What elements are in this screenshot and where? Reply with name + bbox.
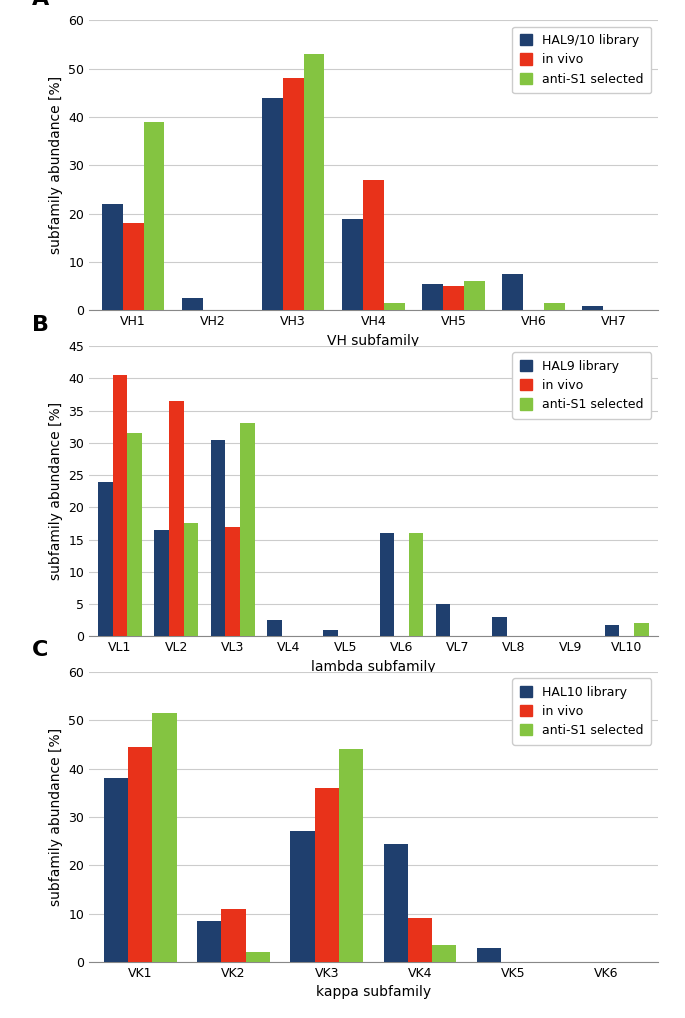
Bar [605, 625, 619, 636]
Bar [240, 423, 255, 636]
Bar [102, 205, 123, 310]
X-axis label: VH subfamily: VH subfamily [327, 334, 419, 348]
Legend: HAL9/10 library, in vivo, anti-S1 selected: HAL9/10 library, in vivo, anti-S1 select… [512, 26, 651, 93]
Legend: HAL9 library, in vivo, anti-S1 selected: HAL9 library, in vivo, anti-S1 selected [512, 352, 651, 418]
Bar [225, 526, 240, 636]
Bar [211, 440, 225, 636]
Bar [408, 918, 432, 962]
Bar [283, 78, 303, 310]
Bar [98, 482, 113, 636]
Bar [143, 122, 164, 310]
Bar [409, 533, 423, 636]
Bar [153, 713, 177, 962]
Bar [169, 401, 184, 636]
Text: C: C [32, 640, 49, 661]
Bar [154, 530, 169, 636]
Bar [127, 434, 142, 636]
Bar [492, 617, 507, 636]
Bar [197, 921, 221, 962]
Bar [384, 844, 408, 962]
Bar [544, 303, 564, 310]
Y-axis label: subfamily abundance [%]: subfamily abundance [%] [49, 76, 62, 254]
X-axis label: lambda subfamily: lambda subfamily [311, 660, 436, 674]
Bar [246, 953, 270, 962]
Bar [184, 523, 198, 636]
Bar [363, 180, 384, 310]
Bar [464, 282, 484, 310]
Text: A: A [32, 0, 49, 9]
Bar [379, 533, 394, 636]
Bar [113, 376, 127, 636]
Bar [123, 224, 143, 310]
Bar [443, 286, 464, 310]
Bar [128, 747, 153, 962]
Bar [323, 630, 338, 636]
Bar [422, 284, 443, 310]
Bar [634, 623, 649, 636]
Bar [432, 945, 456, 962]
Bar [262, 98, 283, 310]
Bar [182, 298, 203, 310]
Bar [477, 948, 501, 962]
Bar [314, 788, 339, 962]
Bar [221, 909, 246, 962]
Bar [104, 779, 128, 962]
Y-axis label: subfamily abundance [%]: subfamily abundance [%] [49, 402, 63, 580]
Bar [290, 832, 314, 962]
X-axis label: kappa subfamily: kappa subfamily [316, 985, 431, 1000]
Bar [436, 604, 451, 636]
Y-axis label: subfamily abundance [%]: subfamily abundance [%] [49, 728, 62, 906]
Bar [342, 219, 363, 310]
Bar [339, 749, 363, 962]
Bar [267, 620, 282, 636]
Text: B: B [32, 315, 49, 335]
Bar [502, 274, 523, 310]
Legend: HAL10 library, in vivo, anti-S1 selected: HAL10 library, in vivo, anti-S1 selected [512, 678, 651, 744]
Bar [582, 305, 603, 310]
Bar [303, 54, 325, 310]
Bar [384, 303, 405, 310]
